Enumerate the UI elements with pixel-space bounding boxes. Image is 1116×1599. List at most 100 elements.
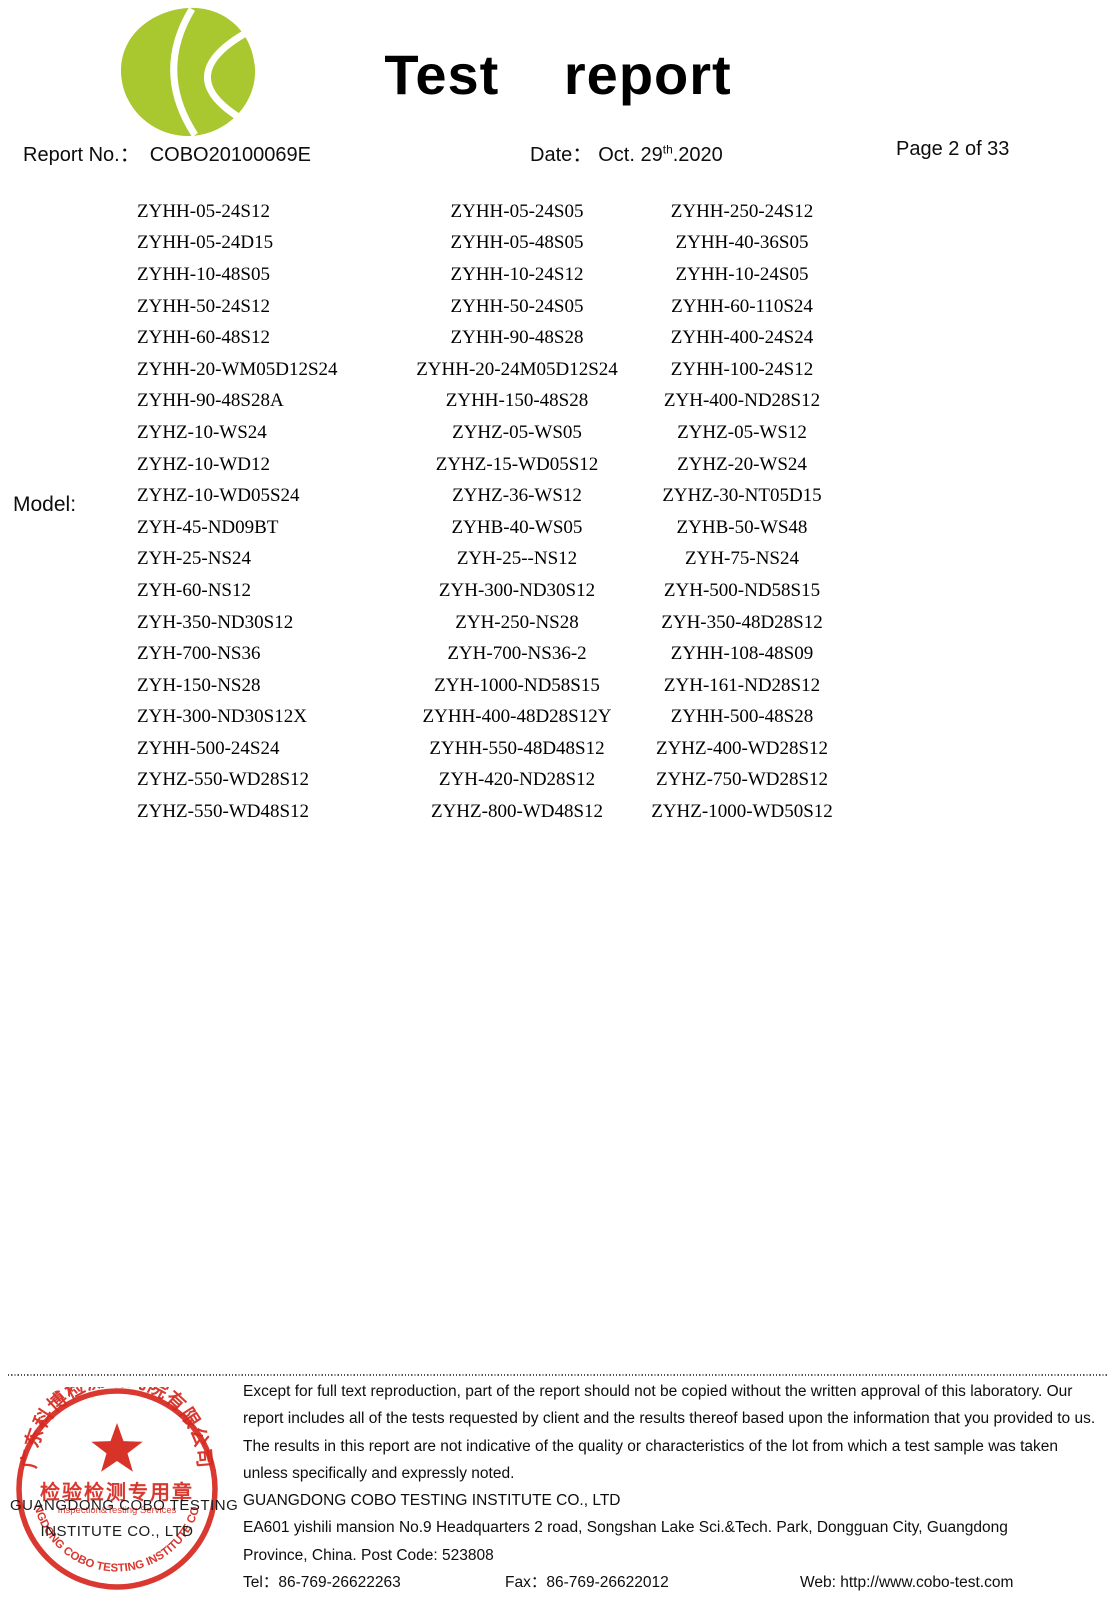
page-indicator: Page 2 of 33: [896, 138, 1010, 160]
model-cell: ZYH-45-ND09BT: [137, 516, 279, 538]
model-cell: ZYH-700-NS36: [137, 643, 261, 665]
cobo-logo-icon: [120, 7, 256, 137]
footer-company-name: GUANGDONG COBO TESTING INSTITUTE CO., LT…: [243, 1492, 621, 1510]
model-row: ZYH-25-NS24 ZYH-25--NS12 ZYH-75-NS24: [125, 544, 857, 576]
model-cell: ZYHZ-05-WS05: [452, 421, 582, 443]
model-cell: ZYH-400-ND28S12: [663, 390, 821, 412]
model-row: ZYH-45-ND09BT ZYHB-40-WS05 ZYHB-50-WS48: [125, 512, 857, 544]
model-cell: ZYHH-100-24S12: [670, 358, 814, 380]
date-ordinal-superscript: th: [662, 142, 673, 157]
model-row: ZYHH-90-48S28A ZYHH-150-48S28 ZYH-400-ND28…: [125, 386, 857, 418]
model-cell: ZYH-25-NS24: [137, 548, 251, 570]
model-cell: ZYH-420-ND28S12: [438, 769, 596, 791]
footer-company-name-left-line1: GUANGDONG COBO TESTING: [10, 1497, 239, 1514]
model-cell: ZYHB-50-WS48: [676, 516, 808, 538]
model-cell: ZYH-300-ND30S12X: [137, 706, 307, 728]
model-cell: ZYHZ-10-WD05S24: [137, 485, 300, 507]
model-row: ZYHZ-550-WD28S12 ZYH-420-ND28S12 ZYHZ-750-…: [125, 765, 857, 797]
model-row: ZYHZ-10-WS24 ZYHZ-05-WS05 ZYHZ-05-WS12: [125, 417, 857, 449]
model-cell: ZYHH-50-24S05: [450, 295, 584, 317]
model-cell: ZYHH-10-48S05: [137, 263, 270, 285]
disclaimer-line: unless specifically and expressly noted.: [243, 1464, 515, 1482]
model-cell: ZYHH-60-48S12: [137, 327, 270, 349]
model-row: ZYHH-60-48S12 ZYHH-90-48S28 ZYHH-400-24S24: [125, 322, 857, 354]
model-cell: ZYHH-90-48S28: [450, 327, 584, 349]
model-row: ZYH-700-NS36 ZYH-700-NS36-2 ZYHH-108-48S09: [125, 638, 857, 670]
model-cell: ZYHH-250-24S12: [670, 200, 814, 222]
model-cell: ZYHB-40-WS05: [451, 516, 583, 538]
model-cell: ZYHZ-30-NT05D15: [662, 485, 822, 507]
model-cell: ZYHZ-750-WD28S12: [655, 769, 829, 791]
model-row: ZYH-60-NS12 ZYH-300-ND30S12 ZYH-500-ND58S1…: [125, 575, 857, 607]
model-cell: ZYH-350-48D28S12: [661, 611, 823, 633]
model-cell: ZYHH-60-110S24: [671, 295, 813, 317]
model-row: ZYH-350-ND30S12 ZYH-250-NS28 ZYH-350-48D28…: [125, 607, 857, 639]
model-cell: ZYHH-05-24S12: [137, 200, 270, 222]
model-cell: ZYHH-20-24M05D12S24: [416, 358, 618, 380]
model-cell: ZYHH-500-24S24: [137, 737, 280, 759]
model-number-table: ZYHH-05-24S12 ZYHH-05-24S05 ZYHH-250-24S12…: [125, 196, 857, 828]
model-row: ZYHH-50-24S12 ZYHH-50-24S05 ZYHH-60-110S24: [125, 291, 857, 323]
report-number-value: COBO20100069E: [149, 144, 311, 166]
model-cell: ZYHZ-550-WD48S12: [137, 801, 310, 823]
model-cell: ZYHZ-10-WD12: [137, 453, 270, 475]
disclaimer-line: Except for full text reproduction, part …: [243, 1383, 1073, 1400]
footer-company-name-left-line2: INSTITUTE CO., LTD: [40, 1523, 194, 1540]
model-cell: ZYHH-05-48S05: [450, 232, 584, 254]
model-cell: ZYHZ-800-WD48S12: [430, 801, 604, 823]
footer-address-line1: EA601 yishili mansion No.9 Headquarters …: [243, 1519, 1008, 1537]
model-cell: ZYH-300-ND30S12: [438, 579, 596, 601]
model-cell: ZYHZ-1000-WD50S12: [651, 801, 833, 823]
model-cell: ZYH-500-ND58S15: [663, 579, 821, 601]
model-cell: ZYH-700-NS36-2: [447, 643, 587, 665]
model-cell: ZYH-60-NS12: [137, 579, 251, 601]
fax-number: Fax：86-769-26622012: [505, 1574, 669, 1592]
model-cell: ZYHZ-20-WS24: [677, 453, 807, 475]
disclaimer-line: report includes all of the tests request…: [243, 1410, 1096, 1428]
model-row: ZYH-300-ND30S12X ZYHH-400-48D28S12Y ZYHH-5…: [125, 702, 857, 734]
footer-divider-line: [8, 1374, 1108, 1376]
footer-contact-row: Tel：86-769-26622263 Fax：86-769-26622012 …: [243, 1569, 1115, 1596]
report-date-label: Date：: [530, 144, 593, 166]
model-cell: ZYHZ-10-WS24: [137, 421, 267, 443]
model-row: ZYHH-10-48S05 ZYHH-10-24S12 ZYHH-10-24S05: [125, 259, 857, 291]
model-cell: ZYHH-150-48S28: [445, 390, 589, 412]
footer-address-line2: Province, China. Post Code: 523808: [243, 1546, 494, 1564]
seal-subline-text: Inspection&Testing Services: [58, 1505, 177, 1516]
telephone-number: Tel：86-769-26622263: [243, 1574, 401, 1592]
model-cell: ZYHH-20-WM05D12S24: [137, 358, 338, 380]
model-row: ZYHH-500-24S24 ZYHH-550-48D48S12 ZYHZ-400-…: [125, 733, 857, 765]
model-cell: ZYH-25--NS12: [456, 548, 578, 570]
model-row: ZYHZ-10-WD12 ZYHZ-15-WD05S12 ZYHZ-20-WS24: [125, 449, 857, 481]
model-cell: ZYHH-05-24S05: [450, 200, 584, 222]
model-cell: ZYH-75-NS24: [685, 548, 799, 570]
seal-center-text: 检验检测专用章: [40, 1480, 194, 1504]
model-cell: ZYHH-108-48S09: [670, 643, 814, 665]
seal-star-icon: [91, 1423, 143, 1472]
report-number-label: Report No.：: [23, 144, 140, 166]
model-cell: ZYHH-50-24S12: [137, 295, 270, 317]
report-date-value: Oct. 29th.2020: [598, 142, 723, 166]
header-meta-row: Report No.： COBO20100069E Date： Oct. 29th.…: [0, 138, 1116, 168]
model-cell: ZYH-250-NS28: [455, 611, 579, 633]
model-cell: ZYHZ-550-WD28S12: [137, 769, 310, 791]
model-cell: ZYHH-400-24S24: [670, 327, 814, 349]
model-cell: ZYH-150-NS28: [137, 674, 261, 696]
model-cell: ZYH-350-ND30S12: [137, 611, 294, 633]
model-cell: ZYHH-10-24S05: [675, 263, 809, 285]
model-section-label: Model:: [13, 493, 77, 516]
model-row: ZYHH-05-24D15 ZYHH-05-48S05 ZYHH-40-36S05: [125, 228, 857, 260]
model-cell: ZYHZ-05-WS12: [677, 421, 807, 443]
model-row: ZYHZ-550-WD48S12 ZYHZ-800-WD48S12 ZYHZ-100…: [125, 796, 857, 828]
model-row: ZYHH-05-24S12 ZYHH-05-24S05 ZYHH-250-24S12: [125, 196, 857, 228]
model-row: ZYH-150-NS28 ZYH-1000-ND58S15 ZYH-161-ND28…: [125, 670, 857, 702]
model-cell: ZYHH-10-24S12: [450, 263, 584, 285]
model-cell: ZYHH-40-36S05: [675, 232, 809, 254]
model-cell: ZYH-1000-ND58S15: [434, 674, 600, 696]
model-row: ZYHZ-10-WD05S24 ZYHZ-36-WS12 ZYHZ-30-NT05D…: [125, 480, 857, 512]
disclaimer-line: The results in this report are not indic…: [243, 1437, 1058, 1455]
model-cell: ZYHH-400-48D28S12Y: [422, 706, 612, 728]
website-url: Web: http://www.cobo-test.com: [800, 1574, 1014, 1592]
model-row: ZYHH-20-WM05D12S24 ZYHH-20-24M05D12S24 ZYH…: [125, 354, 857, 386]
